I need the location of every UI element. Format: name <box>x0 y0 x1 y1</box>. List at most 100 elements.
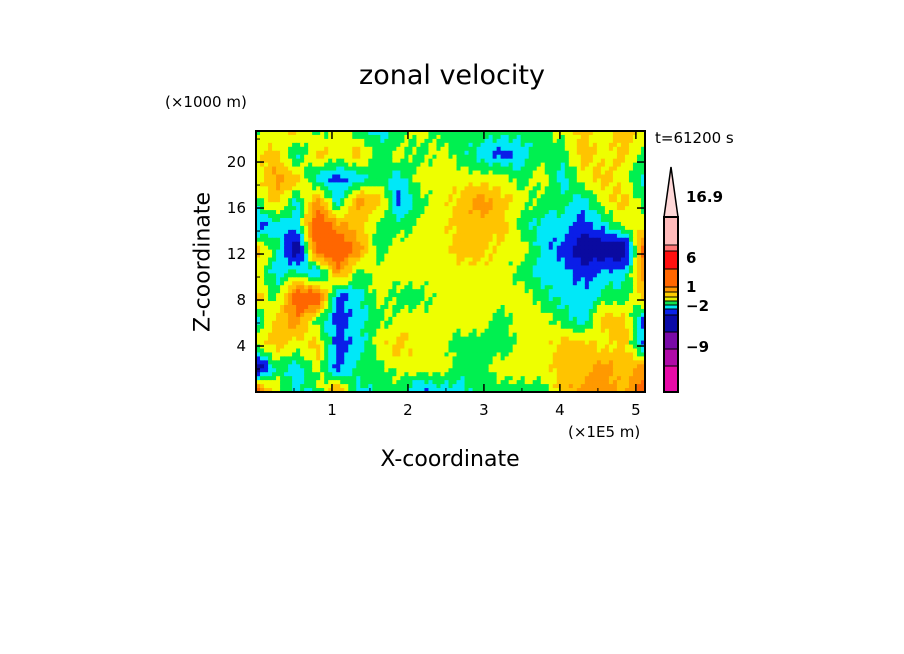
field-cell <box>340 233 345 239</box>
field-cell <box>456 265 462 271</box>
field-cell <box>544 142 550 148</box>
field-cell <box>624 134 630 140</box>
field-cell <box>532 178 538 184</box>
field-cell <box>452 142 458 148</box>
field-cell <box>608 293 614 298</box>
field-cell <box>624 237 630 243</box>
field-cell <box>376 328 381 334</box>
field-cell <box>356 178 361 184</box>
field-cell <box>308 178 313 184</box>
field-cell <box>572 233 578 239</box>
field-cell <box>564 265 570 271</box>
field-cell <box>364 233 369 239</box>
field-cell <box>424 233 430 239</box>
field-cell <box>568 297 574 302</box>
field-cell <box>484 142 490 148</box>
field-cell <box>608 320 614 326</box>
field-cell <box>380 198 385 203</box>
field-cell <box>448 293 454 298</box>
field-cell <box>328 316 333 322</box>
field-cell <box>428 218 434 223</box>
field-cell <box>564 301 570 306</box>
field-cell <box>580 241 586 247</box>
field-cell <box>348 170 353 176</box>
field-cell <box>528 182 534 187</box>
field-cell <box>416 297 422 302</box>
field-cell <box>264 210 269 215</box>
field-cell <box>408 170 414 176</box>
field-cell <box>356 138 361 144</box>
field-cell <box>580 257 586 263</box>
field-cell <box>428 221 434 227</box>
field-cell <box>516 328 522 334</box>
field-cell <box>560 229 566 235</box>
field-cell <box>440 265 446 271</box>
field-cell <box>380 146 385 152</box>
field-cell <box>456 202 462 207</box>
field-cell <box>256 261 261 267</box>
field-cell <box>544 162 550 168</box>
field-cell <box>492 257 498 263</box>
field-cell <box>604 154 610 160</box>
field-cell <box>628 257 634 263</box>
field-cell <box>304 150 309 156</box>
field-cell <box>484 131 490 136</box>
field-cell <box>564 214 570 219</box>
field-cell <box>512 312 518 318</box>
field-cell <box>340 265 345 271</box>
field-cell <box>360 210 365 215</box>
field-cell <box>588 305 594 310</box>
field-cell <box>292 320 297 326</box>
field-cell <box>368 194 373 199</box>
field-cell <box>612 158 618 164</box>
field-cell <box>604 202 610 207</box>
field-cell <box>412 269 418 274</box>
field-cell <box>572 162 578 168</box>
field-cell <box>544 225 550 231</box>
field-cell <box>520 170 526 176</box>
field-cell <box>480 301 486 306</box>
field-cell <box>320 174 325 180</box>
field-cell <box>396 154 401 160</box>
field-cell <box>356 273 361 278</box>
field-cell <box>524 316 530 322</box>
field-cell <box>336 134 341 140</box>
field-cell <box>504 218 510 223</box>
field-cell <box>468 225 474 231</box>
field-cell <box>476 158 482 164</box>
field-cell <box>424 273 430 278</box>
field-cell <box>392 328 397 334</box>
field-cell <box>372 182 377 187</box>
field-cell <box>564 190 570 195</box>
field-cell <box>560 233 566 239</box>
field-cell <box>332 229 337 235</box>
field-cell <box>584 308 590 314</box>
field-cell <box>276 320 281 326</box>
field-cell <box>340 281 345 286</box>
field-cell <box>520 241 526 247</box>
field-cell <box>460 202 466 207</box>
field-cell <box>276 206 281 211</box>
field-cell <box>468 324 474 330</box>
field-cell <box>412 131 418 136</box>
field-cell <box>560 190 566 195</box>
field-cell <box>384 324 389 330</box>
field-cell <box>328 308 333 314</box>
field-cell <box>576 312 582 318</box>
field-cell <box>340 214 345 219</box>
field-cell <box>256 277 261 282</box>
field-cell <box>544 131 550 136</box>
field-cell <box>292 265 297 271</box>
field-cell <box>504 190 510 195</box>
field-cell <box>408 257 414 263</box>
field-cell <box>472 308 478 314</box>
field-cell <box>268 214 273 219</box>
field-cell <box>344 190 349 195</box>
field-cell <box>392 241 397 247</box>
field-cell <box>312 233 317 239</box>
field-cell <box>376 198 381 203</box>
field-cell <box>580 146 586 152</box>
field-cell <box>396 332 401 338</box>
field-cell <box>256 174 261 180</box>
field-cell <box>564 154 570 160</box>
